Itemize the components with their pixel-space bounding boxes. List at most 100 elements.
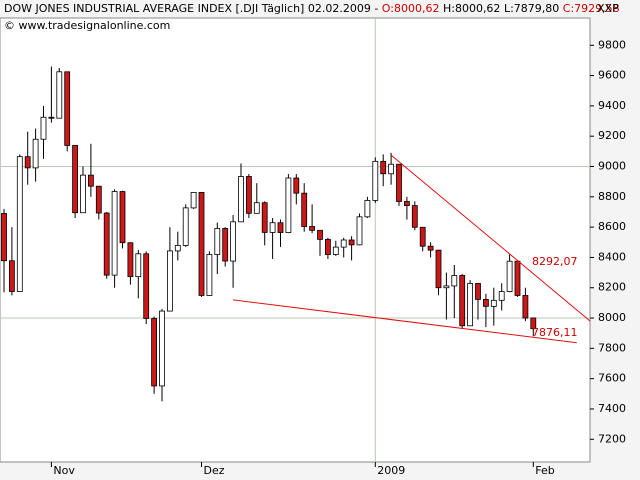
candle-body — [419, 226, 426, 247]
close-text: C:7929,58 — [563, 2, 620, 15]
candle-body — [348, 239, 355, 246]
candle-body — [95, 185, 102, 214]
trendline — [233, 299, 577, 344]
candle-body — [293, 177, 300, 194]
exchange: XXP — [597, 2, 619, 15]
candle-body — [32, 138, 39, 169]
candle-body — [174, 245, 181, 252]
y-tick-label: 8000 — [598, 311, 626, 324]
candle-body — [498, 291, 505, 301]
candle-body — [332, 246, 339, 255]
x-tick-label: 2009 — [377, 464, 405, 477]
candle-body — [309, 226, 316, 231]
y-tick-label: 8200 — [598, 281, 626, 294]
candle-body — [380, 160, 387, 175]
candle-body — [230, 221, 237, 262]
x-tick-label: Nov — [53, 464, 75, 477]
copyright: © www.tradesignalonline.com — [4, 19, 170, 32]
candle-body — [1, 213, 7, 262]
header: DOW JONES INDUSTRIAL AVERAGE INDEX [.DJI… — [4, 2, 620, 15]
y-tick-label: 9000 — [598, 160, 626, 173]
trendline — [390, 154, 591, 322]
y-tick-label: 7600 — [598, 372, 626, 385]
annotation: 8292,07 — [532, 255, 578, 268]
candle-body — [103, 212, 110, 276]
y-tick-label: 7200 — [598, 432, 626, 445]
x-tick-label: Dez — [204, 464, 225, 477]
candle-body — [388, 163, 395, 175]
candle-body — [222, 228, 229, 262]
candle-body — [16, 156, 23, 292]
title: DOW JONES INDUSTRIAL AVERAGE INDEX [.DJI… — [4, 2, 378, 15]
candle-body — [143, 253, 150, 319]
candle-body — [253, 202, 260, 214]
y-tick-label: 9400 — [598, 99, 626, 112]
candle-body — [403, 201, 410, 207]
candle-body — [396, 163, 402, 202]
candle-body — [214, 228, 221, 255]
candle-body — [285, 177, 292, 233]
candle-body — [490, 299, 497, 307]
candle-body — [372, 160, 379, 201]
candle-body — [475, 283, 481, 300]
candle-body — [111, 191, 118, 276]
candle-body — [24, 156, 31, 169]
candle-body — [435, 249, 442, 289]
candle-body — [72, 145, 78, 214]
candle-body — [206, 254, 213, 296]
candle-body — [151, 318, 158, 387]
candle-body — [80, 174, 86, 214]
candle-body — [198, 192, 205, 296]
candle-body — [427, 245, 434, 251]
candle-body — [238, 176, 244, 223]
candle-body — [411, 205, 418, 228]
candle-body — [56, 71, 63, 119]
candle-body — [530, 317, 537, 330]
y-tick-label: 8400 — [598, 250, 626, 263]
candle-body — [48, 116, 55, 119]
candle-body — [340, 239, 347, 248]
candle-body — [135, 253, 142, 278]
candle-body — [8, 260, 15, 292]
candle-body — [277, 222, 284, 233]
candle-body — [119, 191, 126, 244]
candle-body — [261, 202, 268, 233]
high-text: H:8000,62 — [443, 2, 500, 15]
candle-body — [88, 174, 94, 187]
candle-body — [190, 192, 197, 209]
y-tick-label: 9200 — [598, 129, 626, 142]
candle-body — [159, 310, 165, 387]
y-tick-label: 9600 — [598, 69, 626, 82]
candle-body — [301, 192, 308, 227]
y-tick-label: 8800 — [598, 190, 626, 203]
candle-body — [506, 260, 513, 292]
candle-body — [482, 299, 489, 307]
candle-body — [127, 242, 134, 278]
y-tick-label: 9800 — [598, 38, 626, 51]
plot-area — [0, 17, 591, 463]
candle-body — [356, 216, 363, 246]
open-text: O:8000,62 — [382, 2, 440, 15]
candle-body — [166, 250, 173, 312]
candle-body — [522, 295, 529, 319]
candle-body — [459, 275, 466, 327]
x-tick-label: Feb — [535, 464, 554, 477]
candle-body — [443, 285, 450, 289]
candle-body — [182, 207, 189, 246]
candle-body — [467, 283, 474, 327]
y-tick-label: 7800 — [598, 341, 626, 354]
candle-body — [64, 71, 71, 146]
candle-body — [40, 116, 47, 140]
low-text: L:7879,80 — [504, 2, 559, 15]
candle-body — [324, 238, 331, 255]
annotation: 7876,11 — [532, 326, 578, 339]
candle-body — [317, 229, 323, 240]
candle-body — [245, 176, 252, 214]
candle-body — [451, 275, 458, 287]
candle-body — [269, 222, 276, 233]
y-tick-label: 7400 — [598, 402, 626, 415]
candle-body — [364, 200, 371, 218]
candle-body — [514, 260, 521, 296]
y-tick-label: 8600 — [598, 220, 626, 233]
